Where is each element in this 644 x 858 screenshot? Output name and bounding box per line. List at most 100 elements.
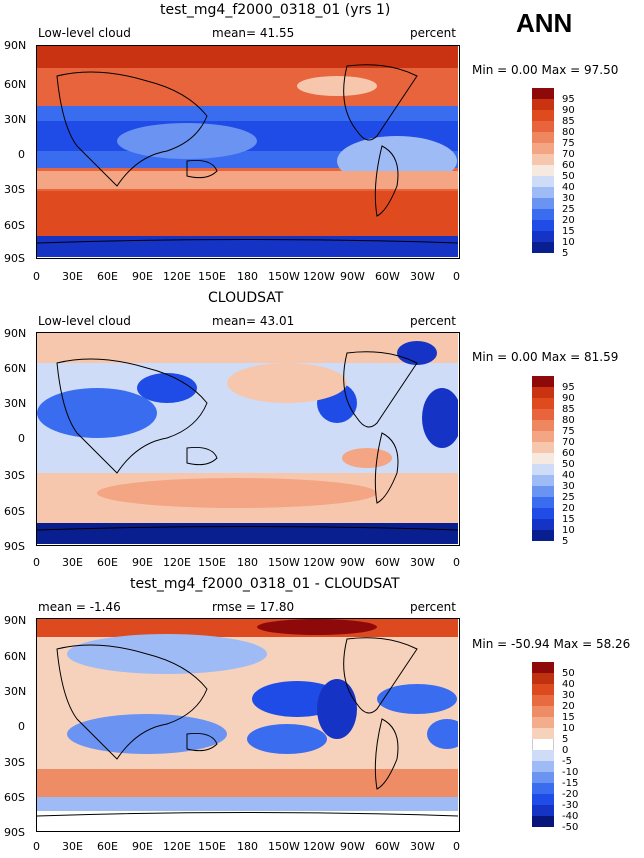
colorbar-label: 5 [562, 734, 569, 745]
colorbar-swatch [532, 464, 554, 475]
colorbar-label: 10 [562, 525, 575, 536]
p3-lat-tick: 30S [4, 756, 25, 769]
panel3-map [36, 618, 460, 832]
colorbar-swatch [532, 519, 554, 530]
panel1-minmax: Min = 0.00 Max = 97.50 [472, 63, 619, 77]
p2-lon-tick: 60E [97, 556, 118, 569]
panel2-units-label: percent [410, 314, 456, 328]
p1-lon-tick: 90E [132, 270, 153, 283]
p2-lon-tick: 150E [198, 556, 226, 569]
panel1-colorbar [532, 88, 554, 253]
colorbar-swatch [532, 242, 554, 253]
panel2-mean-label: mean= 43.01 [212, 314, 295, 328]
colorbar-swatch [532, 794, 554, 805]
p1-lon-tick: 60W [375, 270, 400, 283]
colorbar-label: 40 [562, 679, 575, 690]
colorbar-label: 40 [562, 182, 575, 193]
colorbar-label: 20 [562, 701, 575, 712]
p1-lat-tick: 30N [4, 113, 27, 126]
colorbar-label: -10 [562, 767, 579, 778]
colorbar-label: 15 [562, 514, 575, 525]
p2-lon-tick: 30E [62, 556, 83, 569]
colorbar-swatch [532, 739, 554, 750]
p3-lat-tick: 60S [4, 791, 25, 804]
colorbar-label: 60 [562, 160, 575, 171]
p2-lat-tick: 90S [4, 540, 25, 553]
colorbar-label: -20 [562, 789, 579, 800]
colorbar-swatch [532, 387, 554, 398]
p3-lat-tick: 90S [4, 826, 25, 839]
season-label: ANN [516, 8, 573, 38]
panel3-rmse-label: rmse = 17.80 [212, 600, 295, 614]
colorbar-swatch [532, 209, 554, 220]
panel1-units-label: percent [410, 26, 456, 40]
p1-lat-tick: 90S [4, 252, 25, 265]
p1-lon-tick: 30W [410, 270, 435, 283]
panel2-minmax: Min = 0.00 Max = 81.59 [472, 350, 619, 364]
panel1-title: test_mg4_f2000_0318_01 (yrs 1) [160, 2, 391, 18]
colorbar-swatch [532, 442, 554, 453]
panel2-map [36, 332, 460, 546]
p2-lat-tick: 30N [4, 397, 27, 410]
p2-lon-tick: 30W [410, 556, 435, 569]
p2-lon-tick: 180 [237, 556, 258, 569]
p2-lon-tick: 60W [375, 556, 400, 569]
p1-lon-tick: 120E [163, 270, 191, 283]
p3-lon-tick: 180 [237, 840, 258, 853]
p1-lon-tick: 0 [453, 270, 460, 283]
colorbar-label: 10 [562, 723, 575, 734]
colorbar-swatch [532, 376, 554, 387]
colorbar-label: 15 [562, 712, 575, 723]
p1-lon-tick: 120W [303, 270, 335, 283]
panel3-mean-label: mean = -1.46 [38, 600, 121, 614]
colorbar-swatch [532, 530, 554, 541]
colorbar-swatch [532, 805, 554, 816]
colorbar-label: 20 [562, 503, 575, 514]
colorbar-label: 80 [562, 415, 575, 426]
p3-lon-tick: 150E [198, 840, 226, 853]
colorbar-label: 90 [562, 105, 575, 116]
p1-lon-tick: 150W [268, 270, 300, 283]
colorbar-swatch [532, 420, 554, 431]
colorbar-swatch [532, 497, 554, 508]
p1-lon-tick: 180 [237, 270, 258, 283]
colorbar-swatch [532, 187, 554, 198]
p2-lon-tick: 0 [33, 556, 40, 569]
p3-lat-tick: 60N [4, 650, 27, 663]
colorbar-swatch [532, 475, 554, 486]
colorbar-label: 30 [562, 690, 575, 701]
p2-lon-tick: 90W [340, 556, 365, 569]
colorbar-swatch [532, 761, 554, 772]
panel2-colorbar [532, 376, 554, 541]
colorbar-label: 5 [562, 536, 569, 547]
colorbar-label: -15 [562, 778, 579, 789]
p3-lon-tick: 0 [453, 840, 460, 853]
panel1-left-label: Low-level cloud [38, 26, 131, 40]
colorbar-swatch [532, 231, 554, 242]
panel2-map-svg [37, 333, 458, 544]
p1-lat-tick: 60S [4, 219, 25, 232]
p3-lon-tick: 30W [410, 840, 435, 853]
p1-lon-tick: 30E [62, 270, 83, 283]
panel3-colorbar [532, 662, 554, 827]
p1-lon-tick: 0 [33, 270, 40, 283]
colorbar-swatch [532, 110, 554, 121]
colorbar-swatch [532, 132, 554, 143]
colorbar-swatch [532, 154, 554, 165]
p1-lat-tick: 90N [4, 39, 27, 52]
colorbar-swatch [532, 783, 554, 794]
p1-lat-tick: 60N [4, 78, 27, 91]
p3-lat-tick: 30N [4, 685, 27, 698]
p1-lon-tick: 60E [97, 270, 118, 283]
panel3-map-svg [37, 619, 458, 830]
colorbar-label: -40 [562, 811, 579, 822]
panel1-map [36, 45, 460, 259]
p3-lon-tick: 30E [62, 840, 83, 853]
colorbar-label: -50 [562, 822, 579, 833]
colorbar-label: 25 [562, 204, 575, 215]
p2-lat-tick: 60N [4, 362, 27, 375]
p2-lon-tick: 0 [453, 556, 460, 569]
colorbar-swatch [532, 750, 554, 761]
p3-lon-tick: 90W [340, 840, 365, 853]
panel1-mean-label: mean= 41.55 [212, 26, 295, 40]
